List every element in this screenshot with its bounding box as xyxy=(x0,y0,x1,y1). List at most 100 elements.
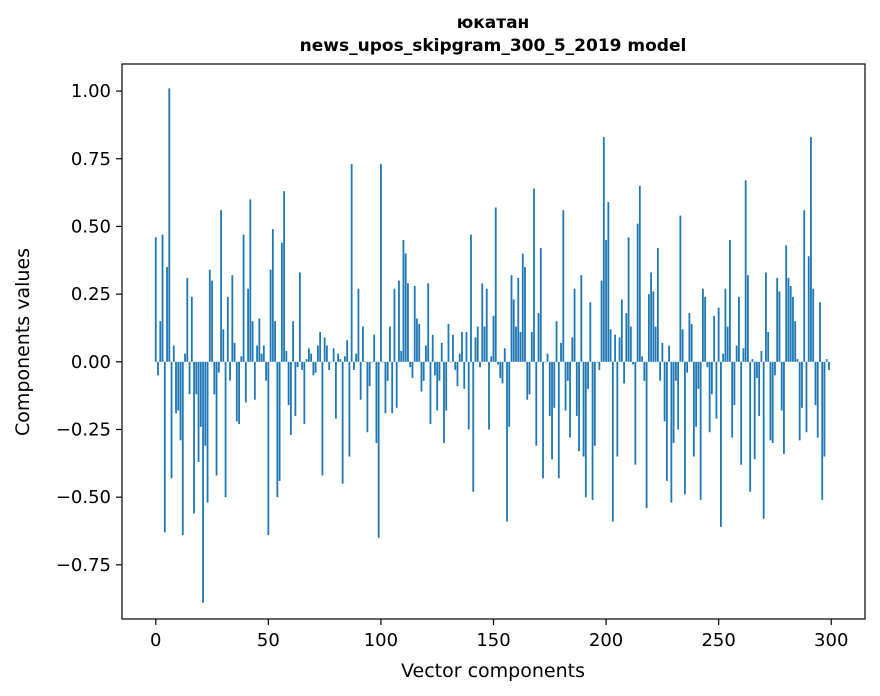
bar xyxy=(179,361,182,441)
bar xyxy=(271,229,274,362)
bars xyxy=(154,88,830,603)
bar xyxy=(645,361,648,508)
bar xyxy=(490,356,493,362)
bar xyxy=(172,345,175,362)
y-tick-label: 0.00 xyxy=(71,352,111,373)
bar xyxy=(562,210,565,362)
bar xyxy=(325,345,328,362)
bar xyxy=(555,321,558,362)
bar xyxy=(530,332,533,362)
bar xyxy=(731,361,734,438)
bar xyxy=(776,277,779,362)
bar xyxy=(787,277,790,362)
bar xyxy=(476,326,479,362)
bar xyxy=(346,340,349,362)
bar xyxy=(269,269,272,362)
bar xyxy=(598,361,601,370)
bar xyxy=(287,361,290,406)
bar xyxy=(463,361,466,389)
bar xyxy=(670,361,673,503)
bar xyxy=(371,361,373,363)
bar xyxy=(573,288,576,362)
bar xyxy=(760,350,763,362)
bar xyxy=(686,361,689,373)
bar xyxy=(402,239,405,362)
bar xyxy=(602,137,605,362)
x-tick-label: 100 xyxy=(364,630,398,651)
bar xyxy=(560,342,562,362)
bar xyxy=(386,361,389,381)
bar xyxy=(310,353,313,362)
y-tick-label: 0.50 xyxy=(71,216,111,237)
bar xyxy=(434,361,436,376)
bar xyxy=(235,361,238,422)
bar xyxy=(208,269,211,362)
bar xyxy=(190,296,193,362)
bar xyxy=(812,288,815,362)
bar xyxy=(690,323,693,362)
bar xyxy=(314,361,317,373)
bar xyxy=(458,353,461,362)
bar xyxy=(713,315,716,362)
bar xyxy=(814,361,817,406)
bar xyxy=(614,334,616,362)
bar xyxy=(810,137,812,362)
bar xyxy=(276,361,279,498)
bar xyxy=(431,334,434,362)
bar xyxy=(472,361,475,492)
bar xyxy=(240,356,243,362)
bar xyxy=(373,334,376,362)
bar xyxy=(197,361,200,462)
bar xyxy=(301,361,304,370)
bar xyxy=(375,361,378,444)
bar xyxy=(623,361,625,384)
bar xyxy=(334,361,337,419)
bar xyxy=(443,361,445,444)
bar xyxy=(382,361,385,363)
bar xyxy=(783,361,785,454)
bar xyxy=(616,361,619,457)
bar xyxy=(238,361,240,425)
bar xyxy=(499,361,502,379)
bar xyxy=(366,361,369,433)
bar xyxy=(641,356,644,362)
bar xyxy=(166,267,168,362)
bar xyxy=(688,313,691,362)
bar xyxy=(404,253,407,362)
bar xyxy=(767,332,770,362)
bar xyxy=(544,361,547,363)
bar xyxy=(771,361,774,444)
bar xyxy=(765,272,767,362)
bar xyxy=(413,286,416,362)
bar xyxy=(729,239,731,362)
bar xyxy=(220,210,222,362)
chart-subtitle: news_upos_skipgram_300_5_2019 model xyxy=(300,36,687,56)
bar xyxy=(292,321,295,362)
bar xyxy=(620,299,623,362)
bar xyxy=(609,329,612,362)
bar xyxy=(323,337,326,362)
bar xyxy=(280,242,283,362)
bar xyxy=(391,361,394,414)
bar xyxy=(242,234,245,362)
bar xyxy=(557,361,560,479)
bar xyxy=(233,342,236,362)
bar xyxy=(643,361,646,381)
bar xyxy=(343,356,346,362)
bar xyxy=(355,353,358,362)
bar xyxy=(357,288,360,362)
plot-frame xyxy=(121,63,866,620)
bar xyxy=(636,223,639,362)
bar xyxy=(341,361,344,484)
bar xyxy=(384,361,387,414)
bar xyxy=(470,234,472,362)
bar xyxy=(305,359,308,362)
bar xyxy=(481,283,484,362)
bar xyxy=(618,337,621,362)
bar xyxy=(659,361,662,381)
bar xyxy=(159,321,162,362)
bar xyxy=(652,291,655,362)
bar xyxy=(512,299,515,362)
bar xyxy=(526,361,529,400)
bar xyxy=(742,348,745,362)
